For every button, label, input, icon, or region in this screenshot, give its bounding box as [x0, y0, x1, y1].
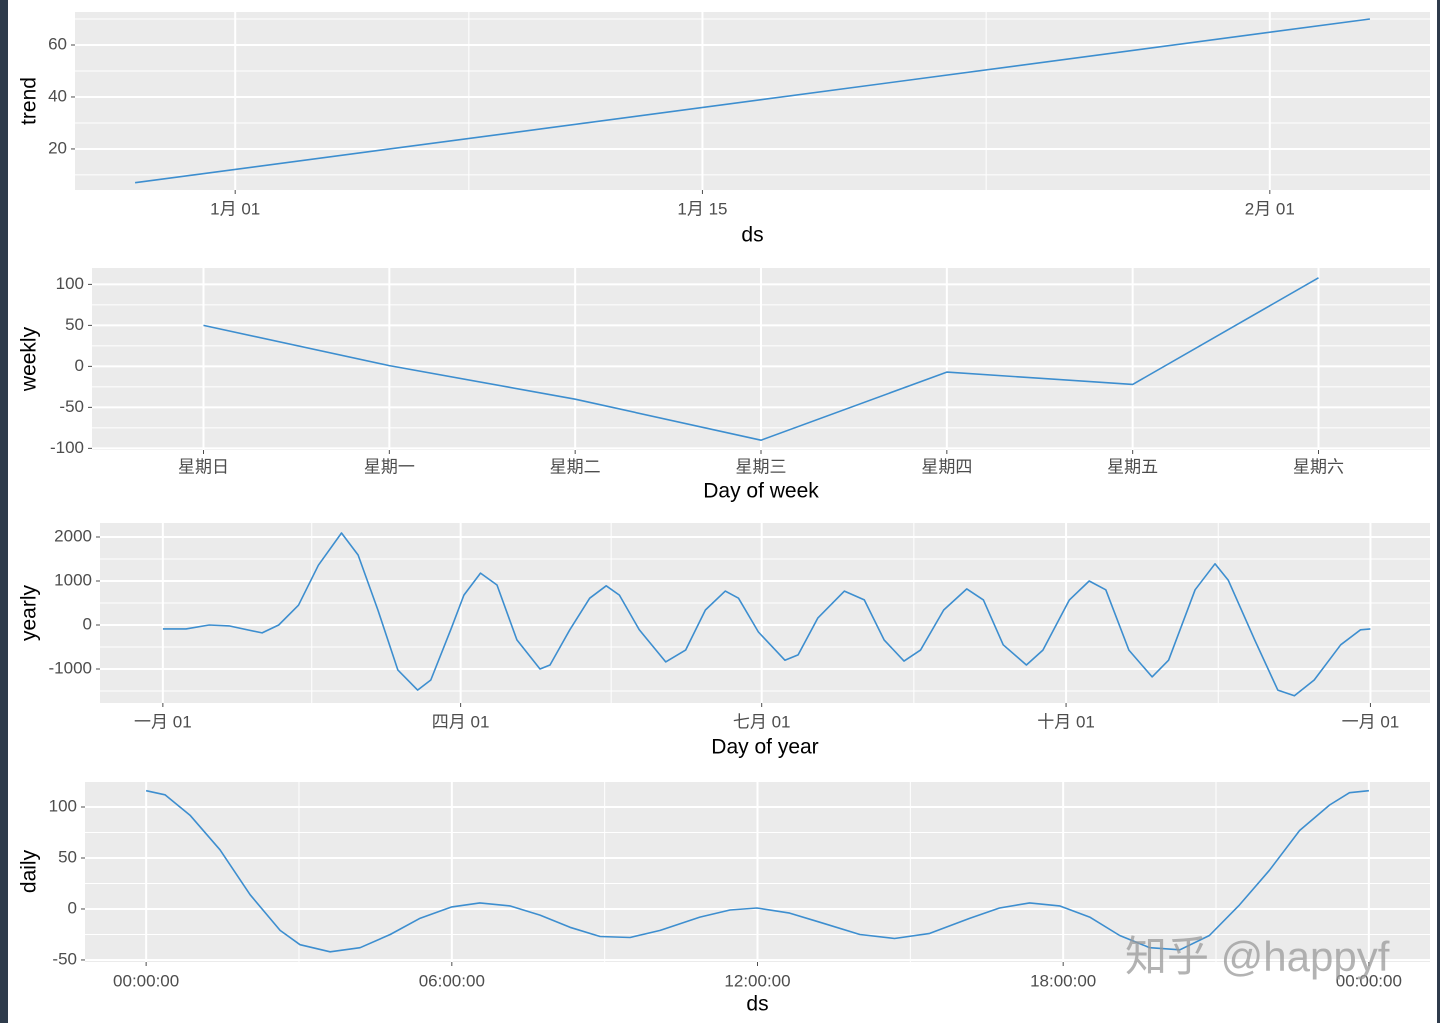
y-tick-label: 100 [56, 274, 84, 293]
x-tick-label: 星期三 [736, 457, 787, 476]
y-axis-title: yearly [18, 584, 41, 641]
data-line [134, 18, 1371, 184]
chart-panel: -1000 0 1000 2000 一月 01 四月 01 七月 01 十月 01 一月 01 D… [18, 523, 1430, 759]
window-edge [0, 0, 8, 1023]
x-tick-label: 00:00:00 [113, 971, 179, 990]
chart-panel: 20 40 60 1月 01 1月 15 2月 01 ds trend [18, 12, 1430, 247]
data-line [145, 789, 1369, 953]
x-tick-label: 十月 01 [1037, 712, 1095, 731]
x-tick-label: 星期日 [178, 457, 229, 476]
x-tick-label: 12:00:00 [724, 971, 790, 990]
x-axis-title: Day of week [703, 480, 819, 503]
y-tick-label: 50 [65, 315, 84, 334]
x-tick-label: 2月 01 [1245, 199, 1295, 218]
x-tick-label: 一月 01 [1342, 712, 1400, 731]
data-line [162, 532, 1371, 697]
y-tick-label: 20 [48, 138, 67, 157]
y-tick-label: 0 [75, 356, 84, 375]
x-tick-label: 星期五 [1107, 457, 1158, 476]
y-tick-label: -50 [59, 397, 84, 416]
x-tick-label: 06:00:00 [419, 971, 485, 990]
x-tick-label: 1月 15 [677, 199, 727, 218]
x-tick-label: 七月 01 [733, 712, 791, 731]
x-tick-label: 星期二 [550, 457, 601, 476]
y-axis-title: trend [18, 77, 41, 125]
y-tick-label: 60 [48, 34, 67, 53]
window-edge [1437, 0, 1440, 1023]
y-axis-title: weekly [18, 326, 41, 392]
data-line [203, 277, 1319, 441]
x-tick-label: 00:00:00 [1336, 971, 1402, 990]
x-tick-label: 星期四 [921, 457, 972, 476]
charts: 20 40 60 1月 01 1月 15 2月 01 ds trend -100 -50 0 50 10… [18, 12, 1430, 1016]
x-tick-label: 18:00:00 [1030, 971, 1096, 990]
y-tick-label: -100 [50, 438, 84, 457]
x-tick-label: 星期六 [1293, 457, 1344, 476]
x-axis-title: ds [741, 224, 763, 247]
x-tick-label: 四月 01 [432, 712, 490, 731]
y-tick-label: 1000 [54, 570, 92, 589]
y-tick-label: 40 [48, 86, 67, 105]
y-tick-label: 100 [49, 796, 77, 815]
x-tick-label: 星期一 [364, 457, 415, 476]
x-tick-label: 1月 01 [210, 199, 260, 218]
x-axis-title: ds [746, 993, 768, 1016]
x-axis-title: Day of year [711, 736, 818, 759]
y-tick-label: -50 [52, 949, 77, 968]
y-axis-title: daily [18, 849, 41, 893]
y-tick-label: 0 [68, 898, 77, 917]
chart-panel: -50 0 50 100 00:00:00 06:00:00 12:00:00 18:00:0… [18, 781, 1430, 1016]
y-tick-label: -1000 [49, 658, 92, 677]
chart-panel: -100 -50 0 50 100 星期日 星期一 星期二 星期三 星期四 星期五 星期六 Day of… [18, 268, 1430, 503]
watermark: 知乎 @happyf [1125, 933, 1390, 980]
plot-background [100, 523, 1430, 703]
y-tick-label: 2000 [54, 526, 92, 545]
y-tick-label: 50 [58, 847, 77, 866]
y-tick-label: 0 [83, 614, 92, 633]
x-tick-label: 一月 01 [134, 712, 192, 731]
